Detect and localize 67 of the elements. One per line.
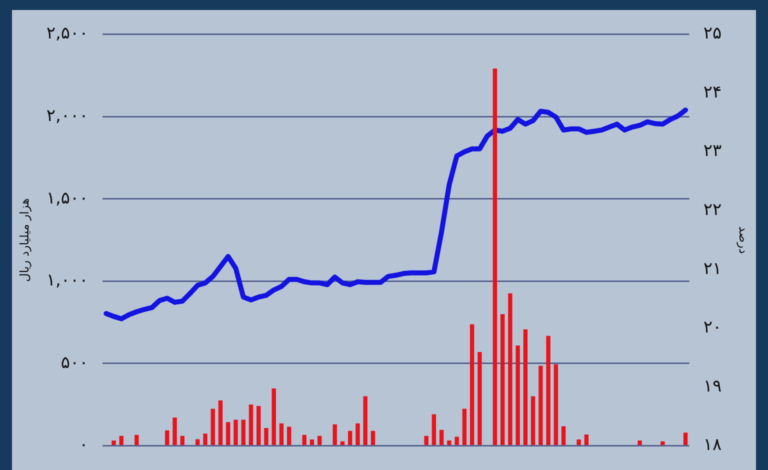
bar [287, 426, 292, 446]
bar [584, 434, 589, 446]
bar [318, 436, 322, 446]
bar [454, 436, 459, 446]
bar [462, 408, 467, 446]
bar [538, 366, 543, 446]
bar [478, 352, 482, 446]
bar [683, 432, 688, 446]
y-tick-label: ۰ [79, 435, 88, 456]
bar [134, 434, 139, 446]
bar [546, 336, 550, 446]
bar [340, 441, 345, 446]
bar [500, 314, 505, 446]
y-tick-label: ۱,۰۰۰ [46, 270, 88, 291]
bar [363, 396, 368, 446]
bar [119, 436, 124, 446]
y-tick-label: ۵۰۰ [60, 352, 88, 373]
y2-axis-title: درصد [736, 226, 751, 254]
bar [508, 293, 512, 446]
bar [348, 430, 352, 446]
bar [234, 420, 238, 446]
y2-tick-label: ۲۳ [703, 141, 722, 162]
bar [264, 428, 268, 446]
bar [356, 423, 360, 446]
y-tick-label: ۱,۵۰۰ [46, 188, 88, 208]
bar [248, 404, 254, 446]
y2-tick-label: ۱۸ [703, 435, 722, 456]
bar [370, 430, 376, 446]
bar [447, 440, 452, 446]
bar [272, 388, 276, 446]
y-axis-title: هزار میلیارد ریال [17, 198, 32, 282]
bar [554, 364, 558, 446]
y-tick-label: ۲,۵۰۰ [46, 24, 88, 44]
bar [310, 440, 314, 446]
bar [279, 423, 284, 446]
y2-tick-label: ۲۴ [703, 82, 722, 102]
y-tick-label: ۲,۰۰۰ [46, 106, 88, 126]
bar [523, 329, 528, 446]
bar [432, 414, 436, 446]
bar [516, 346, 520, 446]
bar [210, 408, 215, 446]
y2-tick-label: ۲۲ [703, 200, 722, 220]
bar [226, 422, 230, 446]
y2-tick-label: ۱۹ [703, 376, 722, 396]
bar [638, 440, 642, 446]
bar [561, 426, 566, 446]
bar [165, 430, 170, 446]
bar [470, 324, 474, 446]
bar [256, 406, 261, 446]
bar [302, 434, 306, 446]
bar [660, 441, 665, 446]
bar [492, 68, 498, 446]
bar [241, 420, 246, 446]
bar [172, 417, 177, 446]
bar [196, 439, 200, 446]
bar [180, 436, 184, 446]
bar [439, 430, 444, 446]
y2-tick-label: ۲۵ [703, 24, 722, 44]
y2-tick-label: ۲۱ [703, 258, 722, 279]
bar [332, 424, 337, 446]
bar [576, 440, 581, 446]
y2-tick-label: ۲۰ [703, 318, 722, 338]
bar [424, 436, 428, 446]
bar [218, 400, 223, 446]
bar [203, 434, 208, 446]
bar [112, 440, 116, 446]
bar [530, 396, 536, 446]
